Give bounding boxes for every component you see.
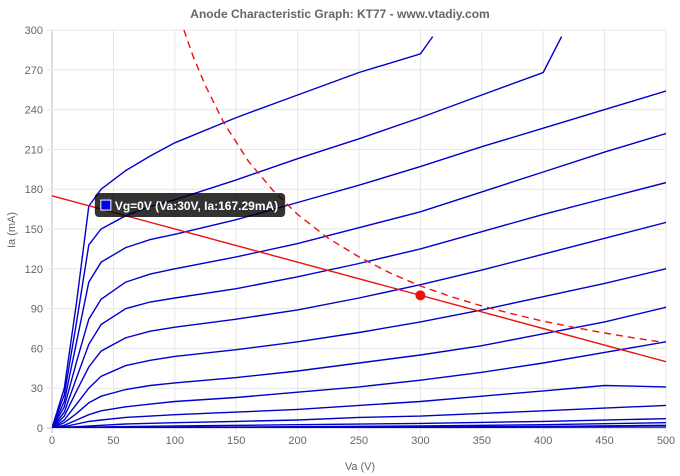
grid xyxy=(47,29,667,433)
operating-point-group xyxy=(415,290,426,301)
operating-point xyxy=(415,290,426,301)
load-line-group xyxy=(51,195,667,363)
y-tick-label: 90 xyxy=(31,304,43,316)
grid-voltage-curve xyxy=(52,36,434,428)
grid-voltage-curve xyxy=(52,418,666,428)
grid-voltage-curve xyxy=(52,384,666,428)
y-tick-label: 300 xyxy=(25,25,43,37)
y-tick-label: 0 xyxy=(37,423,43,435)
dissipation-curve-group xyxy=(183,30,661,343)
y-axis-ticks: 0 30 60 90 120 150 180 210 240 270 300 xyxy=(25,25,43,435)
chart-title: Anode Characteristic Graph: KT77 - www.v… xyxy=(190,7,489,21)
grid-voltage-curve xyxy=(52,90,666,428)
tooltip-text: Vg=0V (Va:30V, Ia:167.29mA) xyxy=(115,199,278,213)
grid-voltage-curves xyxy=(52,36,666,428)
x-tick-label: 400 xyxy=(534,435,552,447)
x-axis-title: Va (V) xyxy=(345,461,375,473)
x-axis-ticks: 0 50 100 150 200 250 300 350 400 450 500 xyxy=(49,435,675,447)
x-tick-label: 100 xyxy=(166,435,184,447)
grid-voltage-curve xyxy=(52,266,666,428)
grid-voltage-curve xyxy=(52,220,666,428)
x-tick-label: 0 xyxy=(49,435,55,447)
x-tick-label: 300 xyxy=(411,435,429,447)
y-tick-label: 180 xyxy=(25,184,43,196)
x-tick-label: 250 xyxy=(350,435,368,447)
y-axis-title: Ia (mA) xyxy=(6,212,18,248)
tooltip-swatch xyxy=(100,199,112,211)
x-tick-label: 50 xyxy=(107,435,119,447)
y-tick-label: 150 xyxy=(25,224,43,236)
x-tick-label: 450 xyxy=(595,435,613,447)
y-tick-label: 210 xyxy=(25,144,43,156)
x-tick-label: 500 xyxy=(657,435,675,447)
grid-voltage-curve xyxy=(52,426,666,428)
max-dissipation-curve xyxy=(183,30,661,343)
grid-voltage-curve xyxy=(52,181,666,428)
load-line xyxy=(51,195,667,363)
y-tick-label: 120 xyxy=(25,264,43,276)
y-tick-label: 270 xyxy=(25,65,43,77)
grid-voltage-curve xyxy=(52,404,666,428)
y-tick-label: 60 xyxy=(31,343,43,355)
x-tick-label: 350 xyxy=(473,435,491,447)
y-tick-label: 240 xyxy=(25,105,43,117)
y-tick-label: 30 xyxy=(31,383,43,395)
x-tick-label: 150 xyxy=(227,435,245,447)
grid-voltage-curve xyxy=(52,340,666,428)
grid-voltage-curve xyxy=(52,132,666,428)
grid-voltage-curve xyxy=(52,305,666,428)
tooltip: Vg=0V (Va:30V, Ia:167.29mA) xyxy=(94,193,286,218)
x-tick-label: 200 xyxy=(288,435,306,447)
tooltip-box xyxy=(94,193,286,218)
